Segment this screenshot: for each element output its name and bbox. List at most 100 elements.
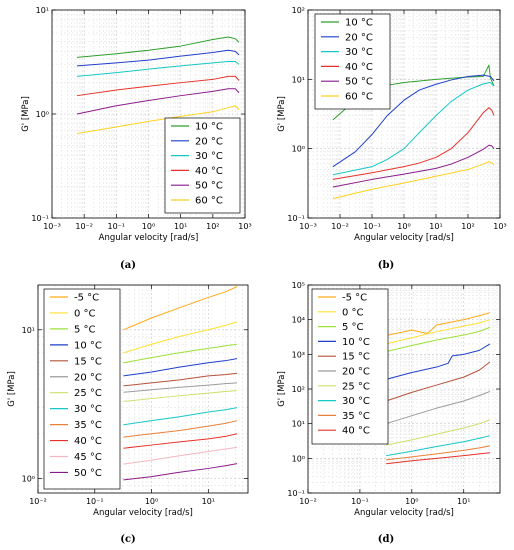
x-axis-label: Angular velocity [rad/s]: [93, 508, 193, 518]
legend-label: 35 °C: [74, 420, 102, 431]
legend-label: 10 °C: [345, 18, 373, 29]
panel-c: 10⁻² 10⁻¹ 10⁰ 10¹ 10⁰ 10¹ Angular velocity [ra…: [7, 284, 249, 545]
y-tick-label: 10⁴: [292, 316, 305, 325]
legend-label: 40 °C: [74, 436, 102, 447]
legend-label: 15 °C: [342, 352, 370, 363]
series-line-8: [123, 420, 238, 438]
legend-label: 30 °C: [74, 404, 102, 415]
y-tick-label: 10²: [292, 6, 305, 15]
x-tick-label: 10⁻²: [331, 222, 349, 231]
legend-label: 60 °C: [345, 92, 373, 103]
series-line-4: [123, 372, 238, 387]
legend-label: 0 °C: [74, 308, 96, 319]
y-tick-label: 10²: [292, 385, 305, 394]
y-axis-label: G' [MPa]: [277, 96, 287, 132]
series-line-3: [386, 343, 491, 380]
x-tick-label: 10¹: [429, 222, 442, 231]
y-tick-label: 10⁰: [36, 110, 49, 119]
series-line-1: [76, 49, 240, 67]
x-tick-label: 10⁻³: [43, 222, 61, 231]
legend-label: 30 °C: [345, 47, 373, 58]
legend-label: -5 °C: [74, 293, 99, 304]
series-line-9: [123, 433, 238, 449]
y-tick-label: 10⁰: [292, 145, 305, 154]
y-tick-label: 10⁵: [292, 281, 305, 290]
x-tick-label: 10⁰: [397, 222, 410, 231]
series-line-9: [386, 452, 490, 465]
x-tick-label: 10⁻¹: [363, 222, 381, 231]
panel-b: 10⁻³ 10⁻² 10⁻¹ 10⁰ 10¹ 10² 10³ 10⁻¹ 10⁰ 10¹ 10² Ang…: [277, 6, 507, 271]
x-tick-label: 10¹: [457, 497, 470, 506]
panel-label: (b): [378, 260, 394, 271]
legend-label: 45 °C: [74, 452, 102, 463]
x-tick-label: 10⁰: [142, 222, 155, 231]
y-axis-label: G' [MPa]: [21, 96, 31, 132]
x-tick-label: 10⁰: [405, 497, 418, 506]
series-line-11: [123, 463, 238, 481]
series-line-2: [386, 326, 491, 353]
series-line-8: [386, 445, 491, 461]
panel-label: (c): [120, 534, 136, 545]
series-line-3: [123, 358, 238, 377]
series-line-4: [385, 361, 491, 402]
series-line-1: [386, 319, 491, 345]
y-tick-label: 10¹: [22, 326, 35, 335]
series-line-2: [76, 60, 240, 77]
legend-box: [43, 288, 121, 490]
legend-label: 10 °C: [74, 340, 102, 351]
x-tick-label: 10²: [206, 222, 219, 231]
y-tick-label: 10¹: [36, 6, 49, 15]
x-tick-label: 10⁻²: [29, 497, 47, 506]
series-line-6: [386, 419, 491, 446]
x-tick-label: 10⁰: [145, 497, 158, 506]
series-line-3: [76, 75, 240, 97]
x-axis-label: Angular velocity [rad/s]: [354, 233, 454, 243]
series-line-0: [76, 36, 240, 58]
panel-label: (a): [120, 260, 136, 271]
y-tick-label: 10¹: [292, 420, 305, 429]
x-tick-label: 10⁻¹: [351, 497, 369, 506]
legend-label: 60 °C: [195, 196, 223, 207]
series-line-4: [76, 88, 240, 115]
legend-label: 30 °C: [195, 151, 223, 162]
series-line-10: [123, 446, 238, 465]
x-tick-label: 10⁻¹: [108, 222, 126, 231]
legend: 10 °C 20 °C 30 °C 40 °C 50 °C 60 °C: [314, 13, 391, 110]
y-tick-label: 10⁰: [22, 475, 35, 484]
y-tick-label: 10⁰: [292, 454, 305, 463]
panel-label: (d): [378, 534, 394, 545]
legend-label: 25 °C: [342, 381, 370, 392]
x-tick-label: 10⁻²: [299, 497, 317, 506]
legend-label: 5 °C: [342, 322, 364, 333]
series-line-0: [386, 312, 491, 336]
series-line-3: [332, 107, 495, 180]
legend-label: 35 °C: [342, 411, 370, 422]
legend-label: 50 °C: [345, 77, 373, 88]
legend-label: 20 °C: [195, 136, 223, 147]
x-tick-label: 10³: [238, 222, 251, 231]
x-tick-label: 10³: [493, 222, 506, 231]
legend-label: 15 °C: [74, 356, 102, 367]
series-line-4: [332, 144, 495, 188]
x-tick-label: 10⁻¹: [86, 497, 104, 506]
series-line-5: [385, 390, 491, 425]
x-tick-label: 10²: [461, 222, 474, 231]
x-tick-label: 10¹: [174, 222, 187, 231]
legend-box: [164, 117, 241, 214]
series-group: [76, 36, 240, 134]
y-axis-label: G' [MPa]: [277, 371, 287, 407]
x-axis-label: Angular velocity [rad/s]: [354, 508, 454, 518]
legend-label: 10 °C: [342, 337, 370, 348]
series-line-5: [76, 105, 240, 134]
x-axis-label: Angular velocity [rad/s]: [99, 233, 199, 243]
series-line-6: [123, 390, 238, 402]
series-group: [123, 286, 238, 481]
y-tick-label: 10⁻¹: [287, 489, 305, 498]
y-tick-label: 10³: [292, 350, 305, 359]
y-axis-label: G' [MPa]: [7, 371, 17, 407]
legend-label: 40 °C: [345, 62, 373, 73]
legend-label: 30 °C: [342, 396, 370, 407]
legend: -5 °C 0 °C 5 °C 10 °C 15 °C 20 °C 25 °C 30 °C 35…: [311, 288, 389, 445]
legend-box: [311, 288, 389, 445]
